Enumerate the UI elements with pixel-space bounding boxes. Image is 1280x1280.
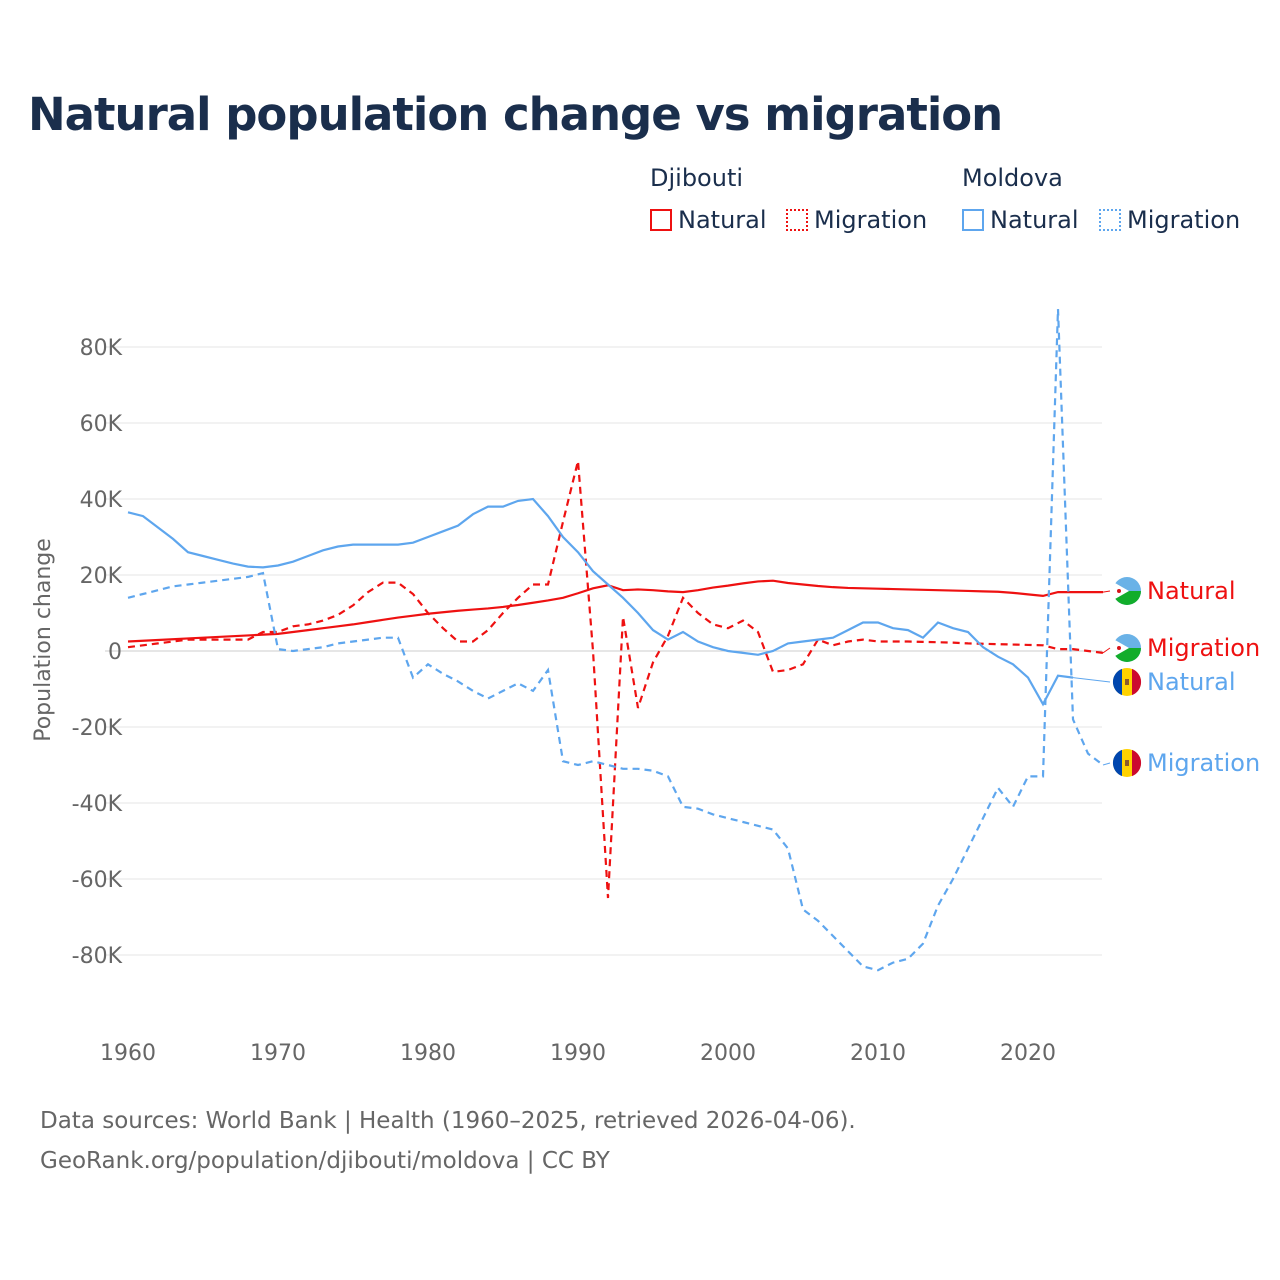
y-tick-label: -80K [72, 944, 123, 969]
y-tick-label: -20K [72, 716, 123, 741]
chart-title: Natural population change vs migration [28, 88, 1003, 141]
end-label: Natural [1147, 577, 1236, 605]
legend-label: Migration [1127, 206, 1241, 234]
x-tick-label: 1980 [400, 1041, 456, 1066]
x-tick-label: 2010 [850, 1041, 906, 1066]
legend-djibouti-natural[interactable]: Natural [650, 206, 767, 234]
djibouti-flag-icon [1112, 634, 1141, 662]
y-tick-label: 20K [80, 564, 123, 589]
footer-sources: Data sources: World Bank | Health (1960–… [40, 1108, 856, 1134]
legend-swatch [650, 209, 672, 231]
legend-moldova-natural[interactable]: Natural [962, 206, 1079, 234]
y-tick-label: -60K [72, 868, 123, 893]
label-connector [1072, 677, 1111, 683]
series-line-moldova-migration[interactable] [127, 308, 1104, 972]
x-tick-label: 1970 [250, 1041, 306, 1066]
y-tick-label: 0 [108, 640, 122, 665]
moldova-flag-icon [1112, 668, 1142, 696]
djibouti-flag-icon [1112, 577, 1141, 605]
end-label: Migration [1147, 749, 1260, 777]
label-connector [1102, 647, 1111, 654]
legend-label: Migration [814, 206, 928, 234]
label-connector [1102, 762, 1111, 766]
legend-group-moldova: Moldova [962, 164, 1063, 192]
footer-url[interactable]: GeoRank.org/population/djibouti/moldova … [40, 1148, 610, 1174]
y-tick-label: 80K [80, 336, 123, 361]
end-label: Migration [1147, 634, 1260, 662]
y-tick-label: 60K [80, 412, 123, 437]
legend-moldova-migration[interactable]: Migration [1099, 206, 1240, 234]
x-tick-label: 1990 [550, 1041, 606, 1066]
end-label: Natural [1147, 668, 1236, 696]
y-tick-label: 40K [80, 488, 123, 513]
series-line-djibouti-natural[interactable] [127, 579, 1103, 643]
x-tick-label: 1960 [100, 1041, 156, 1066]
moldova-flag-icon [1112, 749, 1142, 777]
series-line-djibouti-migration[interactable] [127, 460, 1104, 899]
legend-djibouti-migration[interactable]: Migration [786, 206, 927, 234]
y-tick-label: -40K [72, 792, 123, 817]
legend-swatch [962, 209, 984, 231]
y-axis-label: Population change [31, 538, 56, 742]
legend-swatch [786, 209, 808, 231]
legend-label: Natural [678, 206, 767, 234]
label-connector [1102, 590, 1111, 593]
series-line-moldova-natural[interactable] [127, 497, 1074, 707]
legend-swatch [1099, 209, 1121, 231]
x-tick-label: 2000 [700, 1041, 756, 1066]
legend-label: Natural [990, 206, 1079, 234]
x-tick-label: 2020 [1000, 1041, 1056, 1066]
legend-group-djibouti: Djibouti [650, 164, 744, 192]
